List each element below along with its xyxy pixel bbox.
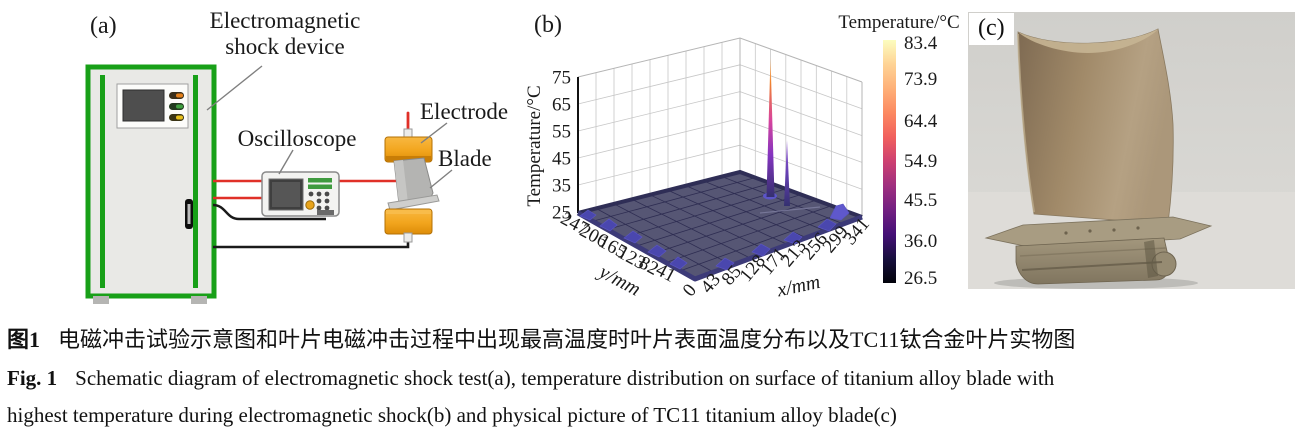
temperature-spike-tall	[766, 57, 775, 197]
blade-facet	[394, 160, 408, 204]
figure-caption: 图1 电磁冲击试验示意图和叶片电磁冲击过程中出现最高温度时叶片表面温度分布以及TC…	[7, 321, 1293, 433]
z-tick: 65	[552, 95, 571, 116]
device-label-line2: shock device	[225, 34, 344, 59]
electrode-blade-assembly	[384, 128, 440, 243]
cabinet-foot-right	[191, 296, 207, 304]
blade-label: Blade	[438, 146, 492, 171]
indicator-buttons	[169, 92, 184, 121]
cabinet-strip-left	[100, 75, 105, 288]
panel-c-photo	[968, 12, 1295, 289]
leader-lines	[206, 65, 453, 189]
colorbar: Temperature/°C 83.4 73.9 64.4 54.9 45.5 …	[838, 12, 959, 289]
caption-en-text-2: highest temperature during electromagnet…	[7, 403, 897, 427]
panel-a-schematic: (a) Electromagnetic shock device Oscillo…	[85, 8, 508, 304]
surface-mesh-a	[592, 177, 847, 272]
colorbar-tick-labels: 83.4 73.9 64.4 54.9 45.5 36.0 26.5	[904, 33, 938, 289]
ground-wire	[213, 234, 410, 249]
z-tick: 25	[552, 203, 571, 224]
colorbar-tick: 36.0	[904, 231, 937, 252]
platform-rivets	[1064, 226, 1140, 235]
oscilloscope-knob	[305, 200, 315, 210]
bottom-pin	[403, 232, 413, 243]
surface-ripples	[579, 203, 850, 271]
wall-grid-left-horizontal	[577, 64, 741, 186]
root-groove-upper	[1019, 247, 1167, 257]
colorbar-tick: 83.4	[904, 33, 938, 54]
z-tick: 35	[552, 176, 571, 197]
signal-wire-black	[212, 203, 326, 221]
electrode-bottom-band	[386, 210, 431, 214]
colorbar-tick: 73.9	[904, 69, 937, 90]
cabinet-foot-left	[93, 296, 109, 304]
control-screen	[122, 89, 165, 122]
blade-top-rim	[1018, 29, 1158, 53]
temperature-spike-short	[784, 140, 790, 206]
z-tick: 55	[552, 122, 571, 143]
colorbar-title: Temperature/°C	[838, 12, 959, 33]
caption-en-text-1: Schematic diagram of electromagnetic sho…	[75, 366, 1055, 390]
panel-b-3d-plot: 75 65 55 45 35 25 Temperature/°C 247 206…	[524, 12, 960, 302]
caption-zh-number: 图1	[7, 327, 41, 352]
oscilloscope-connector	[317, 210, 334, 215]
caption-line-en-1: Fig. 1 Schematic diagram of electromagnet…	[7, 359, 1293, 397]
oscilloscope-strip-1	[308, 178, 332, 183]
panel-b-label: (b)	[534, 12, 562, 38]
surface-back-edge	[577, 169, 863, 219]
caption-line-zh: 图1 电磁冲击试验示意图和叶片电磁冲击过程中出现最高温度时叶片表面温度分布以及TC…	[7, 321, 1293, 359]
blade-photo-graphic	[968, 28, 1295, 289]
wall-grid-left-vertical	[595, 42, 723, 208]
electrode-top-band	[386, 156, 431, 161]
oscilloscope-screen-glass	[272, 182, 300, 207]
blade-platform	[387, 194, 440, 211]
wall-grid-right-horizontal	[739, 64, 863, 190]
surface-front-edge	[576, 210, 863, 282]
cabinet-strip-right	[193, 75, 198, 288]
colorbar-tick: 64.4	[904, 111, 938, 132]
z-axis-label: Temperature/°C	[524, 85, 545, 206]
caption-en-number: Fig. 1	[7, 366, 58, 390]
door-handle-inset	[187, 204, 191, 224]
oscilloscope-label: Oscilloscope	[238, 126, 357, 151]
surface-ridge-highlight	[759, 206, 821, 214]
panel-c-label: (c)	[969, 13, 1014, 45]
caption-line-en-2: highest temperature during electromagnet…	[7, 397, 1293, 433]
root-slot	[1144, 240, 1158, 278]
surface-mesh-b	[595, 176, 844, 273]
electrode-label: Electrode	[420, 99, 508, 124]
colorbar-tick: 26.5	[904, 268, 937, 289]
blade-edge-highlight	[1017, 33, 1035, 213]
root-groove-lower	[1021, 261, 1163, 271]
colorbar-tick: 45.5	[904, 190, 937, 211]
oscilloscope-device	[261, 171, 340, 217]
blade-airfoil	[1017, 28, 1174, 225]
z-tick: 45	[552, 149, 571, 170]
z-tick-labels: 75 65 55 45 35 25	[552, 68, 571, 224]
colorbar-tick: 54.9	[904, 151, 937, 172]
shock-device-cabinet	[85, 64, 217, 304]
oscilloscope-buttons	[308, 191, 330, 211]
device-label-line1: Electromagnetic	[210, 8, 361, 33]
z-tick: 75	[552, 68, 571, 89]
oscilloscope-strip-2	[308, 184, 332, 189]
temperature-surface	[576, 57, 863, 282]
colorbar-gradient	[883, 40, 896, 283]
caption-zh-text: 电磁冲击试验示意图和叶片电磁冲击过程中出现最高温度时叶片表面温度分布以及TC11…	[58, 327, 1076, 352]
panel-a-label: (a)	[90, 13, 117, 39]
plot-walls	[577, 37, 863, 217]
x-axis-label: x/mm	[774, 271, 822, 302]
